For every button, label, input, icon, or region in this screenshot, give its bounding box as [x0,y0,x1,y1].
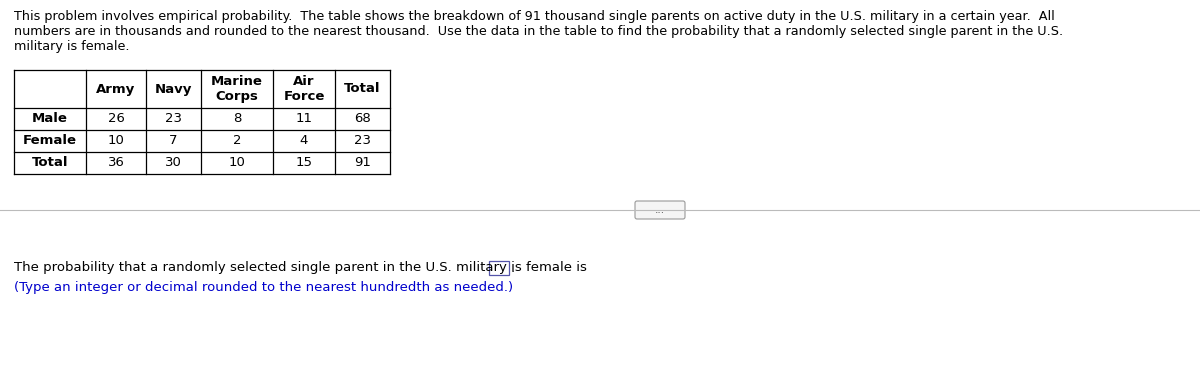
Text: 23: 23 [166,113,182,125]
FancyBboxPatch shape [488,261,509,275]
Text: 2: 2 [233,134,241,148]
Text: Male: Male [32,113,68,125]
Text: The probability that a randomly selected single parent in the U.S. military is f: The probability that a randomly selected… [14,262,592,275]
Text: 68: 68 [354,113,371,125]
Text: (Type an integer or decimal rounded to the nearest hundredth as needed.): (Type an integer or decimal rounded to t… [14,282,514,294]
Text: 30: 30 [166,156,182,169]
Text: 4: 4 [300,134,308,148]
Text: .: . [511,262,515,275]
Text: 23: 23 [354,134,371,148]
Text: 7: 7 [169,134,178,148]
Text: 36: 36 [108,156,125,169]
Text: Marine
Corps: Marine Corps [211,75,263,103]
Text: 8: 8 [233,113,241,125]
Text: Female: Female [23,134,77,148]
Text: Navy: Navy [155,83,192,96]
Text: 10: 10 [108,134,125,148]
Text: 10: 10 [228,156,246,169]
Text: Total: Total [31,156,68,169]
FancyBboxPatch shape [635,201,685,219]
Text: 11: 11 [295,113,312,125]
Text: 26: 26 [108,113,125,125]
Text: 91: 91 [354,156,371,169]
Text: ...: ... [655,205,665,215]
Text: Air
Force: Air Force [283,75,325,103]
Text: Army: Army [96,83,136,96]
Text: This problem involves empirical probability.  The table shows the breakdown of 9: This problem involves empirical probabil… [14,10,1063,53]
Text: Total: Total [344,83,380,96]
Text: 15: 15 [295,156,312,169]
